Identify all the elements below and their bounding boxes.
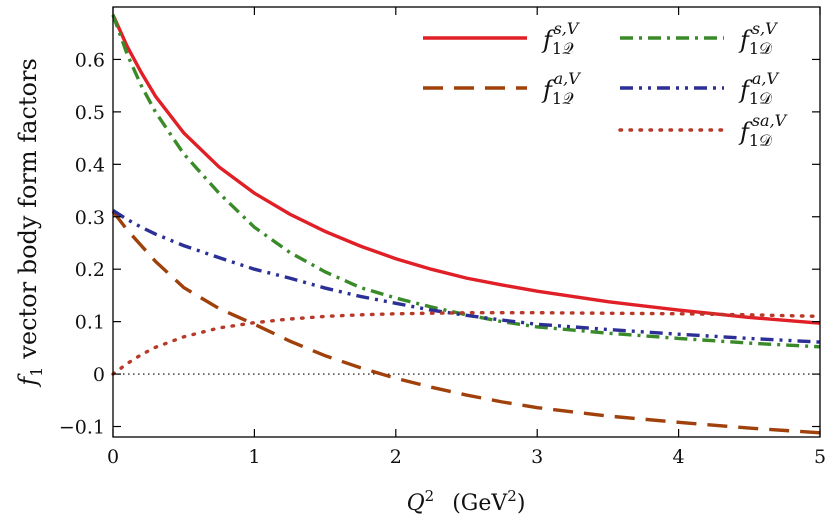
y-tick-label: 0.3 [75,207,105,229]
y-axis-symbol-sub: 1 [27,367,46,377]
y-tick-label: 0.6 [75,49,105,71]
x-axis-symbol: Q [407,491,425,516]
x-tick-label: 5 [814,446,826,468]
series-line-1 [111,14,821,325]
legend-entry-4: f1𝒟a,V [620,69,779,108]
legend-entry-3: f1𝒟s,V [620,19,778,58]
series-line-2 [111,210,821,435]
series-lines [111,14,822,435]
y-tick-label: 0 [93,364,105,386]
y-tick-label: 0.5 [75,102,105,124]
series-line-4 [112,209,821,344]
legend-label: f1𝒟s,V [738,19,778,58]
series-line-5 [111,311,822,376]
series-line-3 [111,14,821,349]
y-axis-text: vector body form factors [14,58,42,359]
x-axis-title: Q2 (GeV2) [407,487,526,516]
legend-entry-5: f1𝒟sa,V [618,111,788,150]
legend-label: f1𝒟sa,V [738,111,788,150]
legend-label: f1𝒬a,V [541,69,581,108]
legend-label: f1𝒬s,V [541,19,580,58]
legend-label: f1𝒟a,V [738,69,779,108]
x-axis-units-power: 2 [507,487,517,505]
x-axis-symbol-power: 2 [425,487,435,505]
x-axis-units: (GeV [452,491,508,516]
x-tick-label: 0 [107,446,119,468]
x-axis-units-close: ) [517,491,526,516]
axis-ticks: 0 1 2 3 4 5−0.100.10.20.30.40.50.6 [59,7,826,468]
plot-frame [112,6,821,438]
y-tick-label: 0.4 [75,154,105,176]
y-axis-title: f1vector body form factors [14,58,46,388]
x-tick-label: 1 [248,446,260,468]
legend-entry-1: f1𝒬s,V [423,19,580,58]
y-tick-label: −0.1 [59,417,105,439]
y-tick-label: 0.2 [75,259,105,281]
y-tick-label: 0.1 [75,312,105,334]
x-tick-label: 3 [531,446,543,468]
legend-entry-2: f1𝒬a,V [423,69,581,108]
x-tick-label: 4 [673,446,685,468]
x-tick-label: 2 [390,446,402,468]
